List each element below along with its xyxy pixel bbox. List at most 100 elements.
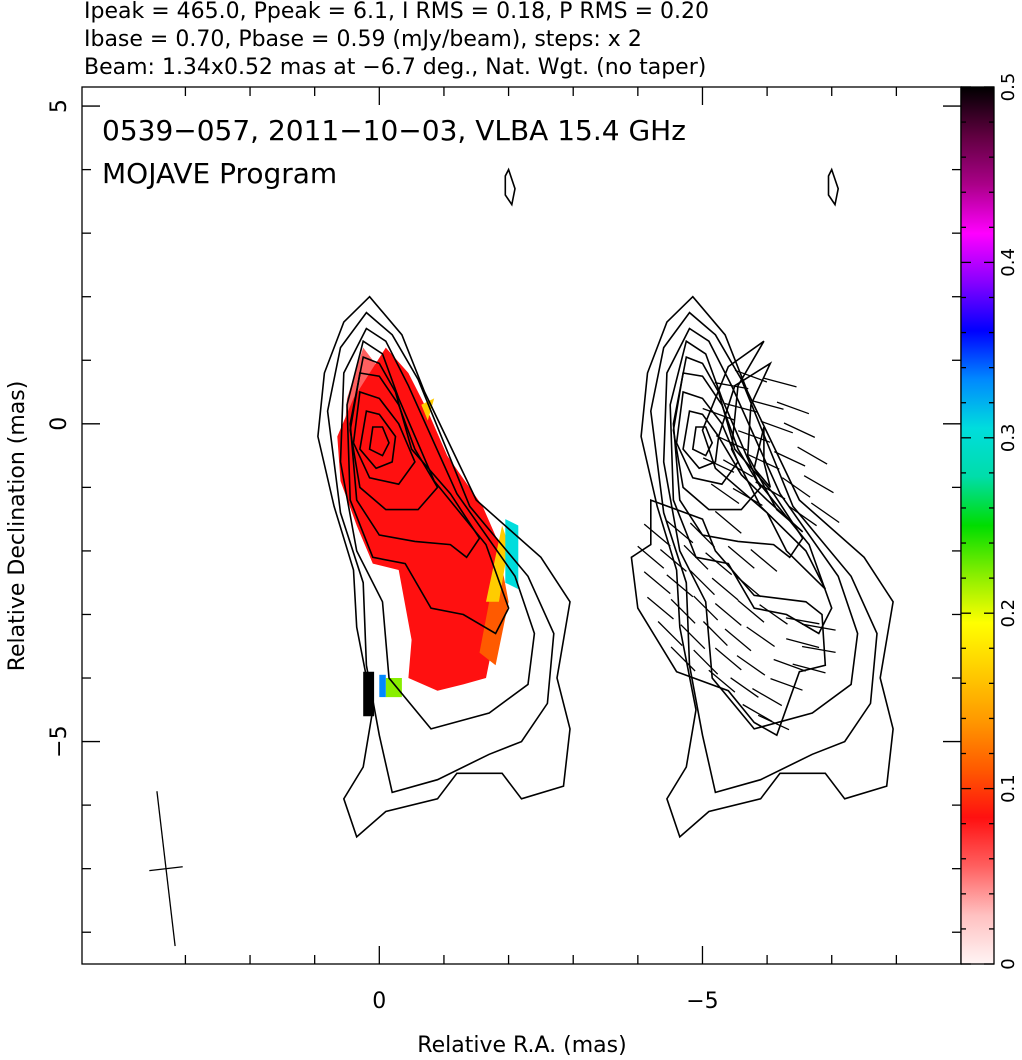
evpa-tick	[702, 621, 728, 647]
polarization-contour	[753, 426, 772, 488]
intensity-contour	[326, 311, 555, 794]
y-tick-label: 0	[47, 417, 72, 431]
tick-labels: 0 −5 5 0 −5	[47, 99, 719, 1014]
evpa-tick	[757, 714, 790, 731]
y-axis-label: Relative Declination (mas)	[5, 381, 30, 672]
colorbar-tick-label: 0	[998, 958, 1019, 969]
intensity-contour	[368, 426, 390, 457]
evpa-tick	[776, 401, 810, 415]
y-tick-label: 5	[47, 99, 72, 113]
evpa-tick	[781, 477, 811, 498]
evpa-tick	[803, 475, 834, 494]
header-beam-info: Beam: 1.34x0.52 mas at −6.7 deg., Nat. W…	[84, 55, 706, 80]
x-tick-label: −5	[686, 989, 718, 1014]
evpa-tick	[788, 505, 817, 527]
evpa-tick	[801, 645, 836, 654]
evpa-tick	[702, 407, 735, 421]
fp-region	[385, 678, 402, 698]
evpa-tick	[770, 677, 803, 691]
evpa-tick	[760, 420, 794, 434]
intensity-contour	[339, 327, 536, 730]
evpa-tick	[750, 399, 784, 410]
header-base-steps: Ibase = 0.70, Pbase = 0.59 (mJy/beam), s…	[84, 27, 642, 52]
evpa-tick	[746, 626, 775, 648]
intensity-contour	[346, 339, 510, 635]
evpa-tick	[714, 647, 742, 671]
evpa-tick	[734, 574, 762, 598]
evpa-tick	[670, 646, 696, 672]
evpa-tick	[763, 377, 797, 388]
evpa-tick	[801, 623, 836, 631]
evpa-tick	[708, 669, 736, 693]
evpa-tick	[737, 599, 765, 623]
evpa-tick	[643, 523, 671, 547]
evpa-tick	[724, 402, 758, 413]
intensity-contour	[640, 295, 894, 839]
fp-region	[486, 525, 509, 602]
evpa-tick	[680, 624, 706, 650]
colorbar-tick-label: 0.3	[998, 423, 1019, 452]
evpa-tick	[693, 595, 719, 621]
evpa-tick	[786, 638, 820, 649]
intensity-contour	[359, 410, 397, 470]
evpa-tick	[732, 487, 763, 506]
x-axis-label: Relative R.A. (mas)	[417, 1033, 626, 1058]
evpa-tick	[773, 658, 806, 672]
evpa-tick	[657, 621, 683, 647]
evpa-tick	[755, 481, 786, 500]
polarized-contours	[630, 340, 827, 737]
axis-ticks	[82, 87, 961, 964]
evpa-tick	[737, 430, 771, 443]
evpa-tick	[689, 570, 715, 596]
evpa-tick	[714, 382, 749, 390]
beam-minor-axis	[149, 866, 183, 872]
evpa-tick	[666, 520, 694, 544]
intensity-contour	[504, 167, 516, 207]
evpa-tick	[689, 522, 715, 548]
source-title: 0539−057, 2011−10−03, VLBA 15.4 GHz	[102, 114, 686, 147]
colorbar-ticks: 0 0.1 0.2 0.3 0.4 0.5	[961, 73, 1019, 970]
colorbar-tick-label: 0.4	[998, 248, 1019, 277]
intensity-contour	[317, 295, 571, 839]
evpa-tick	[792, 663, 826, 674]
polarization-contour	[717, 361, 804, 533]
program-label: MOJAVE Program	[102, 157, 337, 190]
evpa-tick	[705, 552, 733, 576]
evpa-tick	[724, 628, 752, 652]
evpa-tick	[643, 571, 671, 595]
evpa-tick	[666, 574, 694, 598]
evpa-tick	[637, 545, 665, 569]
evpa-tick	[711, 577, 739, 601]
evpa-tick	[748, 454, 780, 470]
intensity-contour	[649, 311, 878, 794]
colorbar-tick-label: 0.1	[998, 774, 1019, 803]
fp-region	[379, 674, 386, 698]
evpa-tick	[736, 655, 766, 676]
intensity-contour	[349, 372, 439, 511]
intensity-contour	[827, 167, 840, 207]
evpa-tick	[759, 604, 788, 625]
polarization-contour	[630, 498, 827, 737]
evpa-tick	[742, 703, 773, 723]
evpa-tick	[710, 483, 740, 505]
evpa-tick	[670, 598, 696, 624]
colorbar-tick-label: 0.5	[998, 73, 1019, 102]
intensity-contour	[682, 410, 720, 470]
evpa-tick	[774, 451, 806, 467]
evpa-tick	[752, 688, 783, 707]
evpa-tick	[750, 549, 778, 572]
polarization-contour	[701, 340, 827, 590]
header-peak-rms: Ipeak = 465.0, Ppeak = 6.1, I RMS = 0.18…	[84, 0, 709, 24]
intensity-contour	[349, 356, 481, 559]
colorbar-tick-label: 0.2	[998, 599, 1019, 628]
evpa-ticks	[637, 369, 840, 731]
fp-region	[337, 347, 503, 691]
x-tick-label: 0	[372, 989, 386, 1014]
evpa-tick	[734, 369, 768, 383]
colorbar	[960, 86, 995, 965]
evpa-tick	[702, 457, 735, 473]
plot-frame	[81, 86, 962, 965]
y-tick-label: −5	[47, 725, 72, 757]
evpa-tick	[783, 422, 816, 438]
